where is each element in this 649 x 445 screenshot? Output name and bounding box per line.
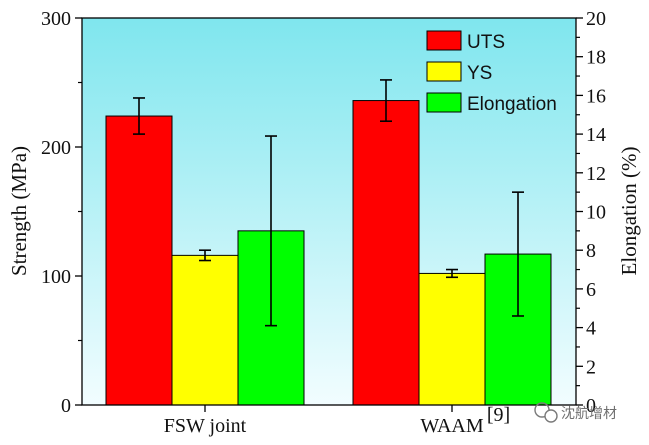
legend-swatch-elongation xyxy=(426,92,462,113)
left-tick-label-300: 300 xyxy=(41,8,71,30)
wechat-icon xyxy=(534,402,558,423)
watermark-text: 沈航增材 xyxy=(561,406,617,422)
left-tick-label-100: 100 xyxy=(41,266,71,288)
right-tick-label-4: 4 xyxy=(586,318,596,340)
left-tick-label-0: 0 xyxy=(61,395,71,417)
right-tick-label-18: 18 xyxy=(586,47,606,69)
axes-layer: 0 100 200 300 0 2 4 6 8 10 12 14 16 18 20 FSW joint WAAM… xyxy=(41,8,606,437)
legend-swatch-uts xyxy=(426,30,462,51)
right-tick-label-20: 20 xyxy=(586,8,606,30)
error-bar-ys-fsw-joint xyxy=(199,249,211,262)
bar-uts-fsw-joint xyxy=(105,115,173,406)
legend-label-ys: YS xyxy=(467,63,492,84)
bars-layer xyxy=(105,79,552,406)
right-tick-label-6: 6 xyxy=(586,279,596,301)
left-tick-label-200: 200 xyxy=(41,137,71,159)
bar-uts-waam xyxy=(352,100,420,406)
x-tick-label-fsw-joint: FSW joint xyxy=(164,415,247,437)
watermark: 沈航增材 xyxy=(534,402,617,423)
x-tick-reference-superscript: [9] xyxy=(487,404,510,426)
error-bar-elongation-fsw-joint xyxy=(265,135,277,327)
bar-ys-fsw-joint xyxy=(171,254,239,406)
right-axis-title: Elongation (%) xyxy=(617,147,641,276)
error-bar-elongation-waam xyxy=(512,191,524,317)
error-bar-uts-fsw-joint xyxy=(133,97,145,135)
error-bar-ys-waam xyxy=(446,268,458,279)
right-tick-label-16: 16 xyxy=(586,85,606,107)
right-tick-label-14: 14 xyxy=(586,124,606,146)
x-tick-label-waam: WAAM xyxy=(420,415,484,437)
legend-swatch-ys xyxy=(426,61,462,82)
right-tick-label-2: 2 xyxy=(586,356,596,378)
right-tick-label-12: 12 xyxy=(586,163,606,185)
right-tick-label-8: 8 xyxy=(586,240,596,262)
left-axis-title: Strength (MPa) xyxy=(7,146,31,276)
bar-ys-waam xyxy=(418,272,486,406)
legend: UTS YS Elongation xyxy=(426,30,557,115)
right-tick-label-0: 0 xyxy=(586,395,596,417)
error-bar-uts-waam xyxy=(380,79,392,122)
legend-label-uts: UTS xyxy=(467,32,505,53)
right-tick-label-10: 10 xyxy=(586,202,606,224)
legend-label-elongation: Elongation xyxy=(467,94,557,115)
